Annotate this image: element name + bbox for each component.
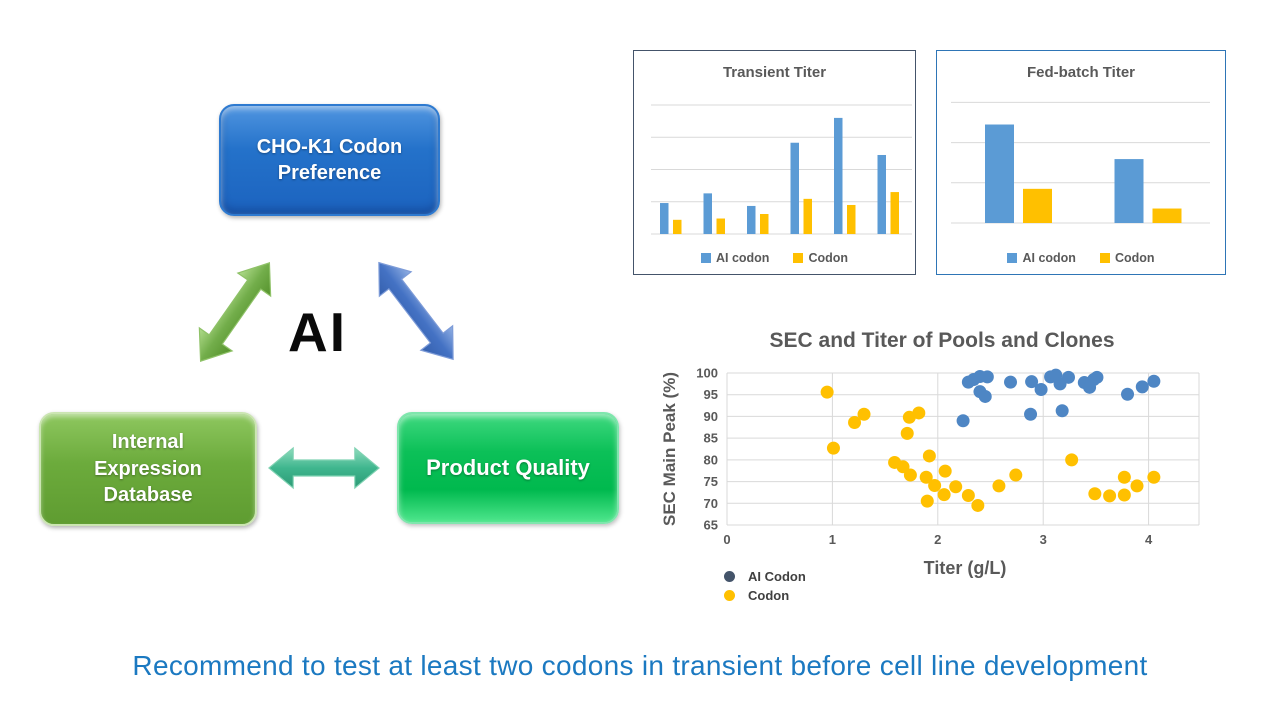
sec-titer-scatter-chart: 65 70 75 80 85 90 95 100 0 1 2 3 4 SEC and Titer of … <box>650 318 1230 618</box>
product-quality-label: Product Quality <box>426 455 590 481</box>
transient-titer-legend: AI codon Codon <box>634 251 915 265</box>
svg-text:100: 100 <box>696 365 718 380</box>
svg-text:80: 80 <box>704 452 718 467</box>
svg-text:65: 65 <box>704 518 718 533</box>
svg-text:3: 3 <box>1040 532 1047 547</box>
scatter-legend: AI Codon Codon <box>724 567 806 605</box>
internal-expression-database-label: Internal Expression Database <box>94 431 202 507</box>
internal-expression-database-box: Internal Expression Database <box>39 412 257 526</box>
fedbatch-titer-chart: Fed-batch Titer AI codon Codon <box>936 50 1226 275</box>
legend-item-codon: Codon <box>1099 251 1155 265</box>
ai-codon-dot-icon <box>724 571 735 582</box>
fedbatch-titer-bars <box>951 101 1210 224</box>
legend-item-ai-codon: AI codon <box>1007 251 1076 265</box>
legend-item-ai-codon: AI codon <box>700 251 770 265</box>
svg-text:75: 75 <box>704 474 718 489</box>
blue-double-arrow-icon <box>378 261 454 361</box>
scatter-x-axis-label: Titer (g/L) <box>923 558 1007 578</box>
svg-text:1: 1 <box>829 532 836 547</box>
codon-legend-label: Codon <box>1114 251 1155 265</box>
svg-text:4: 4 <box>1145 532 1153 547</box>
svg-text:70: 70 <box>704 496 718 511</box>
svg-text:2: 2 <box>934 532 941 547</box>
ai-codon-legend-label: AI Codon <box>748 569 806 584</box>
teal-double-arrow-icon <box>268 446 380 490</box>
ai-codon-legend-label: AI codon <box>1022 251 1076 265</box>
svg-text:85: 85 <box>704 431 718 446</box>
product-quality-box: Product Quality <box>397 412 619 524</box>
svg-text:95: 95 <box>704 387 718 402</box>
legend-item-codon: Codon <box>793 251 848 265</box>
green-double-arrow-icon <box>198 262 272 362</box>
cho-codon-preference-label: CHO-K1 Codon Preference <box>256 135 403 184</box>
sec-titer-scatter-plot-area: 65 70 75 80 85 90 95 100 0 1 2 3 4 <box>696 365 1200 547</box>
codon-legend-label: Codon <box>808 251 849 265</box>
fedbatch-titer-chart-title: Fed-batch Titer <box>1026 64 1136 81</box>
svg-text:0: 0 <box>723 532 730 547</box>
ai-codon-legend-label: AI codon <box>715 251 770 265</box>
codon-swatch-icon <box>1099 253 1110 263</box>
codon-dot-icon <box>724 590 735 601</box>
transient-titer-chart-title: Transient Titer <box>722 64 827 81</box>
fedbatch-titer-legend: AI codon Codon <box>937 251 1225 265</box>
recommendation-text: Recommend to test at least two codons in… <box>132 650 1148 681</box>
scatter-y-axis-label: SEC Main Peak (%) <box>660 372 679 526</box>
scatter-chart-title: SEC and Titer of Pools and Clones <box>769 329 1115 352</box>
transient-titer-chart: Transient Titer AI codon Codon <box>633 50 916 275</box>
transient-titer-bars <box>651 104 912 235</box>
svg-text:90: 90 <box>704 409 718 424</box>
legend-item-codon: Codon <box>724 586 806 605</box>
ai-codon-swatch-icon <box>1007 253 1018 263</box>
codon-legend-label: Codon <box>748 588 790 603</box>
codon-swatch-icon <box>793 253 804 263</box>
ai-codon-swatch-icon <box>700 253 711 263</box>
ai-label: AI <box>288 301 347 363</box>
legend-item-ai-codon: AI Codon <box>724 567 806 586</box>
cho-codon-preference-box: CHO-K1 Codon Preference <box>219 104 440 216</box>
